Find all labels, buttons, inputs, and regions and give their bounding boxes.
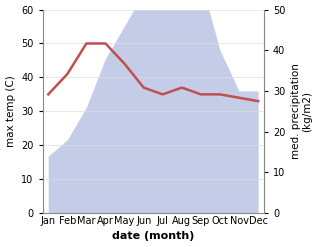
Y-axis label: max temp (C): max temp (C): [5, 75, 16, 147]
X-axis label: date (month): date (month): [112, 231, 194, 242]
Y-axis label: med. precipitation
(kg/m2): med. precipitation (kg/m2): [291, 63, 313, 159]
